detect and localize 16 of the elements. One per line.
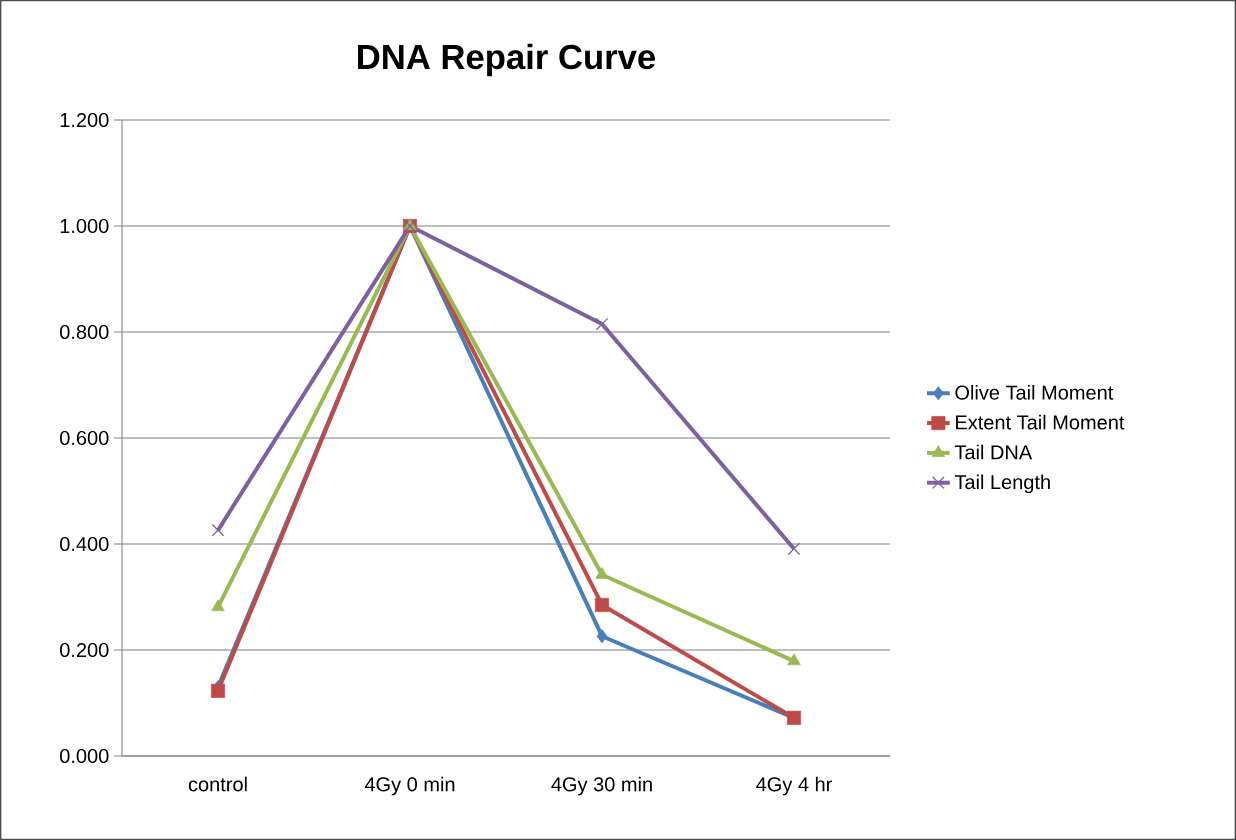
legend-label: Extent Tail Moment xyxy=(956,414,1125,430)
legend-label: Tail Length xyxy=(954,474,1050,494)
y-tick-label: 0.000 xyxy=(60,748,109,764)
x-tick-label: 4Gy 4 hr xyxy=(756,776,832,796)
y-tick-label: 0.800 xyxy=(60,324,109,340)
y-tick-label: 1.000 xyxy=(60,218,109,234)
y-tick-label: 0.400 xyxy=(60,536,109,552)
chart-title: DNA Repair Curve xyxy=(358,43,656,77)
y-tick-label: 1.200 xyxy=(60,112,109,128)
x-tick-label: 4Gy 30 min xyxy=(551,776,652,796)
legend-label: Olive Tail Moment xyxy=(955,385,1114,400)
legend-label: Tail DNA xyxy=(954,444,1033,460)
y-tick-label: 0.200 xyxy=(60,642,109,658)
x-tick-label: 4Gy 0 min xyxy=(364,776,455,796)
y-tick-label: 0.600 xyxy=(60,430,109,446)
x-tick-label: control xyxy=(188,776,247,792)
